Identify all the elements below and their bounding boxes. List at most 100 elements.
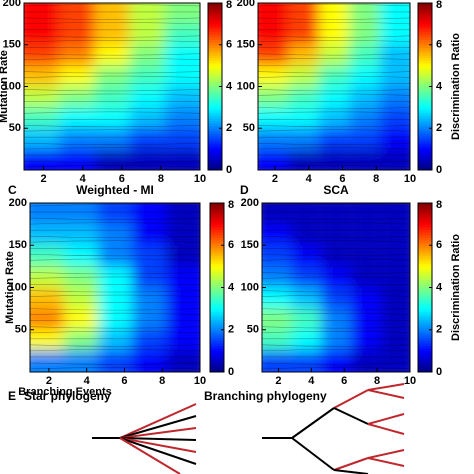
colorbar-step [210,311,224,315]
colorbar-step [418,44,432,48]
heat-cell [59,86,95,108]
colorbar-step [208,151,222,155]
colorbar-step [418,369,432,373]
heat-cell [94,3,130,24]
tree-edge [119,437,197,441]
colorbar-step [208,60,222,64]
heat-cell [379,44,410,66]
colorbar-step [418,55,432,59]
colorbar-step [418,284,432,288]
texture-line [258,89,410,92]
heat-cell [59,44,95,66]
colorbar-step [418,52,432,56]
heat-cell [64,245,98,267]
heat-cell [349,23,380,45]
panel-label: E [8,389,16,403]
heat-cell [291,203,322,225]
texture-line [258,71,410,74]
heat-cell [291,224,322,246]
colorbar-step [418,143,432,148]
colorbar-step [210,271,224,275]
heat-cell [321,266,351,288]
heat-cell [350,287,381,309]
heat-cell [349,65,380,87]
heat-cell [94,23,130,45]
x-tick-label: 10 [404,173,416,185]
texture-line [262,222,410,225]
texture-line [262,240,410,243]
colorbar-step [210,335,224,339]
colorbar-tick-label: 0 [436,164,442,176]
colorbar-step [418,269,432,273]
heat-cell [350,224,381,246]
colorbar-step [418,115,432,119]
colorbar-step [210,247,224,252]
colorbar-step [418,156,432,161]
heat-cell [350,245,381,267]
colorbar-step [210,276,224,281]
colorbar-step [418,308,432,312]
texture-line [262,349,410,352]
colorbar-step [208,167,222,171]
texture-line [30,367,200,370]
colorbar-step [208,125,222,129]
texture-line [30,258,200,261]
colorbar-step [210,250,224,254]
texture-line [30,290,200,293]
colorbar-tick-label: 4 [436,281,443,293]
colorbar-step [418,292,432,296]
colorbar-step [418,94,432,98]
x-tick-label: 8 [374,375,380,387]
panel-label: D [240,183,249,197]
heat-cell [98,245,132,267]
heat-cell [380,245,410,267]
x-tick-label: 4 [308,375,315,387]
colorbar-step [208,109,222,114]
tree-edge [291,437,335,471]
tree-edge [367,413,405,425]
texture-line [258,93,410,96]
colorbar-step [418,125,432,129]
tree-edge [367,449,405,459]
plot-area [258,3,410,170]
colorbar-step [210,224,224,228]
colorbar-step [418,327,432,331]
heat-cell [318,23,350,45]
texture-line [258,22,410,25]
colorbar-step [210,210,224,215]
heat-cell [98,203,132,225]
tree-edge [367,389,405,399]
colorbar-step [418,167,432,171]
colorbar-step [210,239,224,244]
colorbar-step [418,81,432,85]
diagram-title: Star phylogeny [24,389,111,403]
colorbar-step [418,266,432,270]
heat-cell [321,287,351,309]
heat-cell [94,86,130,108]
heat-cell [166,245,200,267]
colorbar-step [418,123,432,127]
colorbar-tick-label: 8 [436,199,442,211]
heat-cell [321,329,351,351]
heat-cell [291,245,322,267]
texture-line [30,254,200,257]
heat-cell [30,266,64,288]
heat-cell [288,128,319,150]
colorbar-step [418,255,432,259]
x-tick-label: 8 [158,173,164,185]
colorbar-step [210,353,224,357]
colorbar-step [210,313,224,318]
heat-cell [129,3,165,24]
y-tick-label: 150 [3,39,21,51]
heat-cell [318,44,350,66]
heat-cell [258,44,289,66]
colorbar-step [208,146,222,150]
tree-edge [367,423,405,435]
tree-edge [333,469,369,474]
colorbar-tick-label: 0 [436,366,442,378]
colorbar-step [210,266,224,270]
heat-cell [132,245,166,267]
colorbar-step [210,216,224,220]
texture-line [24,57,200,60]
colorbar-step [418,226,432,230]
